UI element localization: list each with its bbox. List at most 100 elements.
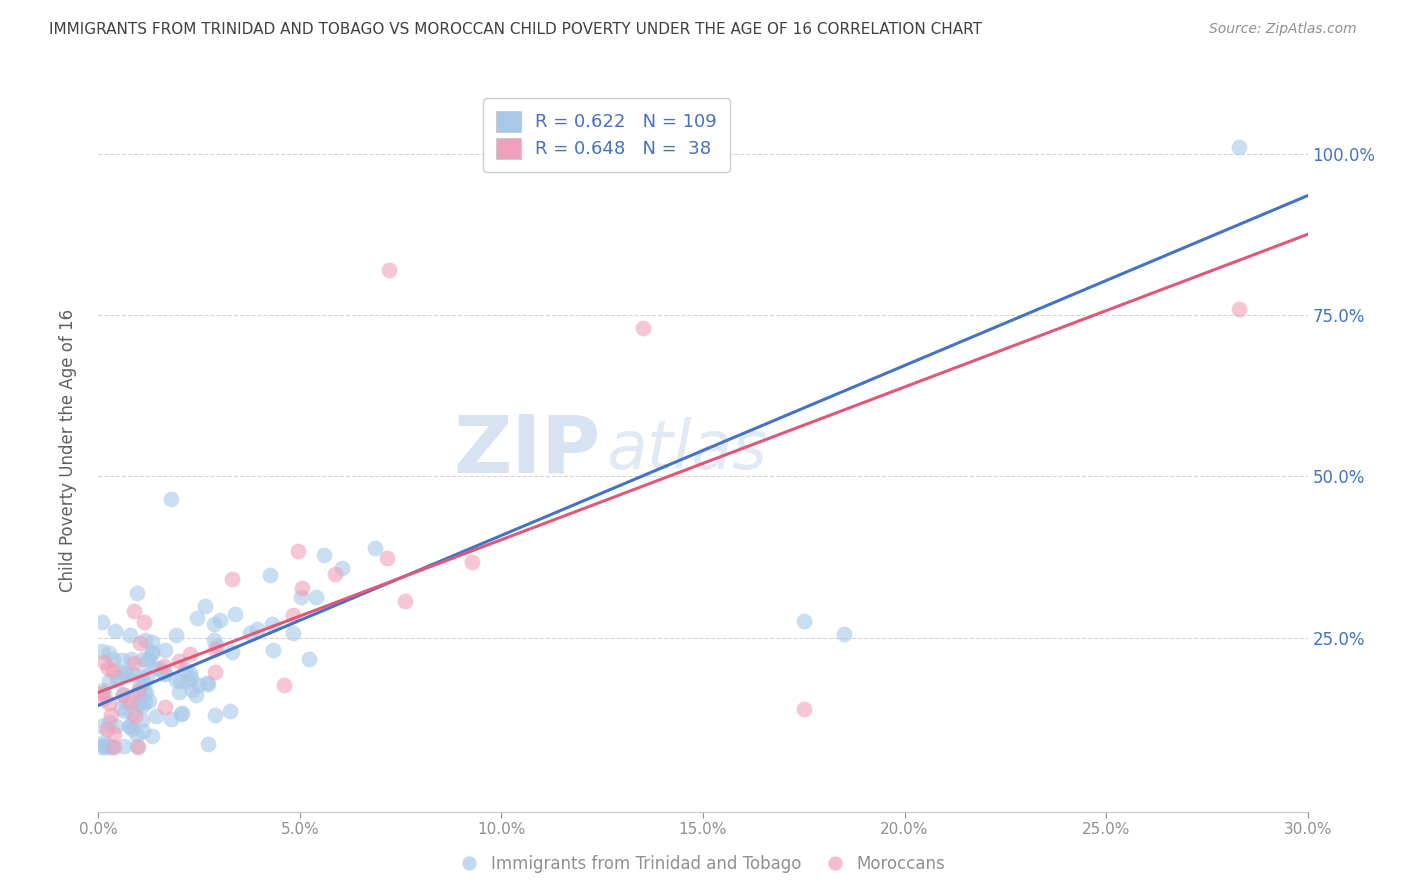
Point xyxy=(141,647,163,661)
Point xyxy=(165,673,187,687)
Point xyxy=(221,572,243,586)
Point xyxy=(121,706,143,720)
Point xyxy=(160,491,183,506)
Point xyxy=(101,652,124,666)
Point xyxy=(291,581,314,595)
Point xyxy=(131,713,153,727)
Point xyxy=(96,722,118,736)
Point xyxy=(138,652,160,666)
Point xyxy=(118,695,141,709)
Point xyxy=(219,704,242,718)
Point xyxy=(107,673,129,687)
Point xyxy=(281,626,304,640)
Point xyxy=(170,706,193,721)
Text: atlas: atlas xyxy=(606,417,768,483)
Point xyxy=(122,656,145,670)
Point xyxy=(125,585,148,599)
Point xyxy=(832,627,855,641)
Point xyxy=(394,593,416,607)
Point xyxy=(132,652,155,666)
Point xyxy=(111,653,134,667)
Point xyxy=(134,695,156,709)
Point xyxy=(100,708,122,723)
Point xyxy=(179,666,201,681)
Point xyxy=(283,607,305,622)
Point xyxy=(141,645,163,659)
Point xyxy=(180,682,202,697)
Point xyxy=(262,617,284,632)
Point xyxy=(127,739,149,753)
Point xyxy=(134,686,156,700)
Point xyxy=(169,673,191,688)
Point xyxy=(104,718,127,732)
Point xyxy=(141,729,163,743)
Point xyxy=(93,738,115,752)
Point xyxy=(194,599,217,614)
Point xyxy=(169,654,191,668)
Point xyxy=(97,646,120,660)
Point xyxy=(204,641,226,656)
Point xyxy=(375,550,398,565)
Point xyxy=(128,636,150,650)
Point xyxy=(115,666,138,681)
Point xyxy=(103,740,125,755)
Point xyxy=(101,664,124,678)
Point xyxy=(94,740,117,755)
Text: ZIP: ZIP xyxy=(453,411,600,490)
Point xyxy=(111,665,134,679)
Point xyxy=(180,671,202,685)
Y-axis label: Child Poverty Under the Age of 16: Child Poverty Under the Age of 16 xyxy=(59,309,77,592)
Point xyxy=(298,652,321,666)
Point xyxy=(1227,301,1250,316)
Point xyxy=(122,604,145,618)
Point xyxy=(153,667,176,681)
Point xyxy=(149,662,172,676)
Point xyxy=(177,673,200,688)
Point xyxy=(179,647,201,661)
Point xyxy=(287,544,309,558)
Point xyxy=(127,740,149,755)
Point xyxy=(364,541,387,555)
Point xyxy=(127,728,149,742)
Point xyxy=(118,719,141,733)
Point xyxy=(124,709,146,723)
Point xyxy=(114,704,136,718)
Point xyxy=(135,654,157,668)
Point xyxy=(127,696,149,710)
Point xyxy=(631,321,654,335)
Point xyxy=(128,685,150,699)
Point xyxy=(152,666,174,681)
Point xyxy=(93,656,115,670)
Point xyxy=(107,670,129,684)
Point xyxy=(114,667,136,681)
Point xyxy=(118,719,141,733)
Point xyxy=(131,669,153,683)
Point xyxy=(290,590,312,604)
Point xyxy=(93,735,115,749)
Point xyxy=(153,659,176,673)
Text: IMMIGRANTS FROM TRINIDAD AND TOBAGO VS MOROCCAN CHILD POVERTY UNDER THE AGE OF 1: IMMIGRANTS FROM TRINIDAD AND TOBAGO VS M… xyxy=(49,22,983,37)
Point xyxy=(104,624,127,638)
Point xyxy=(121,722,143,736)
Point xyxy=(221,645,243,659)
Point xyxy=(136,669,159,683)
Point xyxy=(122,666,145,681)
Point xyxy=(97,674,120,689)
Point xyxy=(1227,140,1250,154)
Point xyxy=(129,678,152,692)
Point xyxy=(239,626,262,640)
Point xyxy=(98,696,121,710)
Point xyxy=(195,676,218,690)
Point xyxy=(188,678,211,692)
Point xyxy=(112,688,135,702)
Point xyxy=(112,687,135,701)
Point xyxy=(314,549,336,563)
Point xyxy=(330,561,353,575)
Point xyxy=(204,665,226,679)
Point xyxy=(202,616,225,631)
Text: Source: ZipAtlas.com: Source: ZipAtlas.com xyxy=(1209,22,1357,37)
Point xyxy=(132,675,155,690)
Point xyxy=(173,662,195,676)
Point xyxy=(91,644,114,658)
Legend: Immigrants from Trinidad and Tobago, Moroccans: Immigrants from Trinidad and Tobago, Mor… xyxy=(454,848,952,880)
